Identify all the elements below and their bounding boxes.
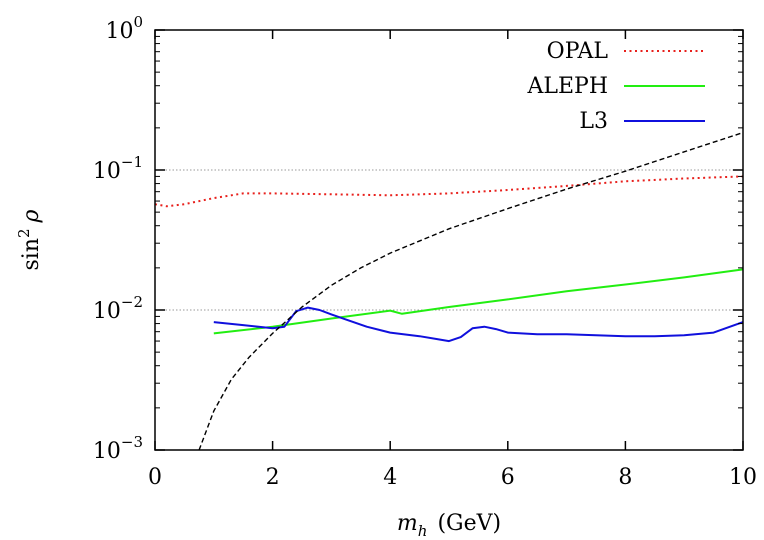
series-lines [154, 131, 744, 451]
x-axis-label-sub: h [418, 522, 428, 540]
y-tick-label-0: 10−3 [93, 433, 143, 464]
x-tick-label-4: 8 [618, 465, 632, 490]
x-axis-label-var: m [397, 511, 418, 536]
series-line-l3 [213, 306, 744, 343]
y-tick-label-2: 10−1 [93, 153, 143, 184]
y-axis-label: sin2 ρ [15, 209, 44, 270]
x-axis-label: mh (GeV) [397, 511, 501, 540]
x-tick-label-1: 2 [266, 465, 280, 490]
plot-frame [154, 29, 744, 451]
legend: OPAL ALEPH L3 [526, 39, 705, 134]
legend-label-l3: L3 [579, 109, 608, 134]
x-axis-label-unit: (GeV) [437, 511, 501, 536]
x-tick-label-3: 6 [501, 465, 515, 490]
y-axis-label-var: ρ [19, 209, 44, 223]
y-axis-label-sup: 2 [15, 228, 33, 238]
x-tick-label-0: 0 [148, 465, 162, 490]
gridlines [155, 169, 743, 311]
legend-label-aleph: ALEPH [526, 74, 608, 99]
y-axis-label-func: sin [19, 238, 44, 271]
axis-ticks: 0 2 4 6 8 10 10−3 10−2 10−1 100 [93, 13, 757, 490]
y-tick-label-1: 10−2 [93, 293, 143, 324]
series-line-unlabeled-3 [198, 131, 744, 451]
series-line-aleph [213, 268, 744, 335]
series-line-opal [154, 175, 744, 208]
x-tick-label-5: 10 [729, 465, 757, 490]
x-tick-label-2: 4 [383, 465, 397, 490]
y-tick-label-3: 100 [105, 13, 143, 44]
legend-label-opal: OPAL [547, 39, 609, 64]
